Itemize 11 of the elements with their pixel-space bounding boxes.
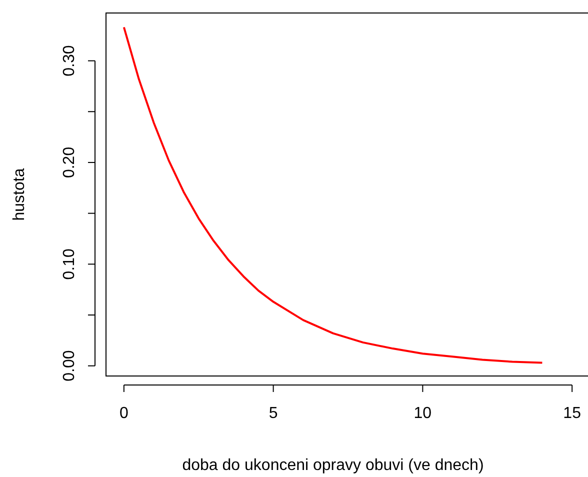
y-tick-label: 0.30 <box>61 45 78 76</box>
x-tick-label: 15 <box>563 405 582 422</box>
y-tick-label: 0.10 <box>61 248 78 280</box>
x-tick-label: 10 <box>414 405 432 422</box>
x-tick-label: 5 <box>268 405 278 422</box>
x-axis-title: doba do ukonceni opravy obuvi (ve dnech) <box>182 457 484 474</box>
y-axis-title: hustota <box>11 168 28 221</box>
x-tick-label: 0 <box>119 405 128 422</box>
y-tick-label: 0.00 <box>61 350 78 382</box>
y-tick-label: 0.20 <box>61 146 78 178</box>
line-series <box>122 26 544 364</box>
